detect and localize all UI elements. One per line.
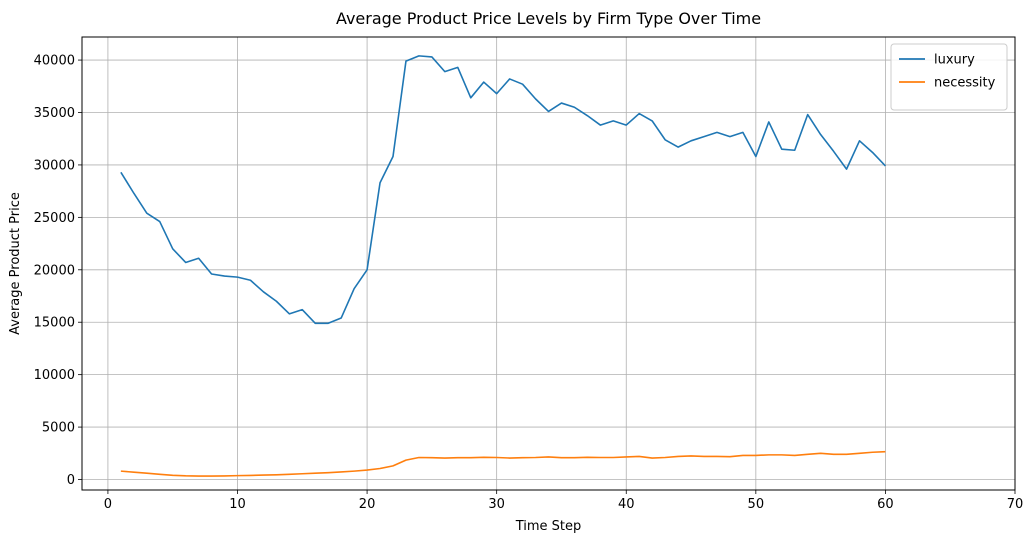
y-tick-label: 5000: [42, 421, 75, 436]
plot-frame: [81, 36, 1016, 491]
series-lines: [120, 55, 886, 477]
x-tick-label: 0: [104, 497, 112, 512]
y-tick-label: 20000: [34, 263, 75, 278]
x-axis: 0 10 20 30 40 50 60 70: [104, 490, 1023, 512]
x-tick-label: 20: [359, 497, 376, 512]
legend-box: [890, 43, 1008, 111]
legend: luxury necessity: [890, 43, 1008, 111]
chart-title: Average Product Price Levels by Firm Typ…: [336, 9, 761, 28]
legend-label-necessity: necessity: [934, 76, 996, 91]
y-tick-label: 25000: [34, 211, 75, 226]
y-tick-label: 0: [67, 473, 75, 488]
legend-label-luxury: luxury: [934, 53, 975, 68]
y-tick-label: 15000: [34, 316, 75, 331]
y-tick-label: 30000: [34, 158, 75, 173]
x-tick-label: 10: [229, 497, 246, 512]
x-tick-label: 70: [1007, 497, 1024, 512]
y-tick-label: 10000: [34, 368, 75, 383]
x-tick-label: 50: [748, 497, 765, 512]
y-axis-label: Average Product Price: [8, 192, 23, 335]
y-tick-label: 40000: [34, 54, 75, 69]
x-tick-label: 60: [877, 497, 894, 512]
necessity-series-line: [120, 450, 886, 477]
x-axis-label: Time Step: [515, 519, 582, 534]
x-tick-label: 40: [618, 497, 635, 512]
y-axis: 0 5000 10000 15000 20000 25000 30000 35000 40000: [34, 54, 82, 488]
x-tick-label: 30: [488, 497, 505, 512]
luxury-series-line: [120, 55, 886, 325]
y-tick-label: 35000: [34, 106, 75, 121]
